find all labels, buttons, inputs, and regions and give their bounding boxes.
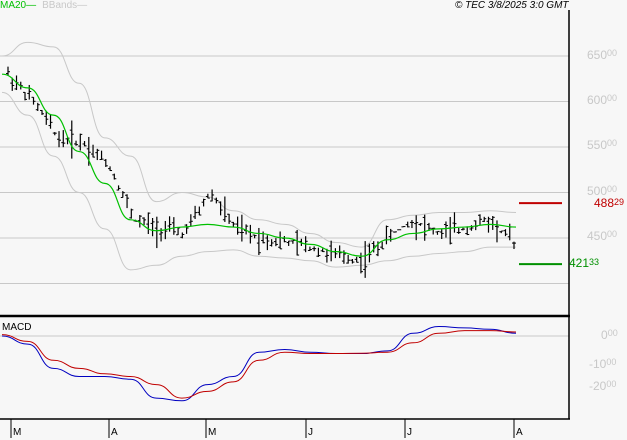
y-axis-label: 55000 — [587, 138, 618, 152]
signal-line — [1, 330, 517, 399]
y-axis-label: -1000 — [589, 357, 617, 371]
y-axis-label: -2000 — [589, 379, 617, 393]
bband-lower-line — [1, 91, 516, 271]
macd-panel-title: MACD — [2, 322, 32, 333]
copyright-timestamp: © TEC 3/8/2025 3:0 GMT — [455, 0, 569, 11]
legend-ma20: MA20— — [0, 0, 37, 11]
level-label: 48829 — [594, 196, 625, 211]
level-label: 42133 — [569, 256, 600, 271]
x-tick-label: A — [111, 427, 118, 438]
y-axis-label: 000 — [601, 328, 618, 342]
y-axis-label: 50000 — [587, 184, 618, 198]
ma20-line — [1, 73, 517, 257]
chart-legend: MA20— BBands— — [0, 0, 87, 12]
x-tick-label: M — [208, 427, 217, 438]
x-tick-label: J — [308, 427, 313, 438]
bband-upper-line — [1, 41, 517, 248]
x-tick-label: A — [516, 427, 523, 438]
x-tick-label: M — [13, 427, 22, 438]
y-axis-label: 60000 — [587, 93, 618, 107]
macd-line — [1, 326, 517, 402]
y-axis-label: 65000 — [587, 48, 618, 62]
y-axis-label: 45000 — [587, 229, 618, 243]
legend-bbands: BBands— — [42, 0, 88, 11]
x-tick-label: J — [407, 427, 412, 438]
